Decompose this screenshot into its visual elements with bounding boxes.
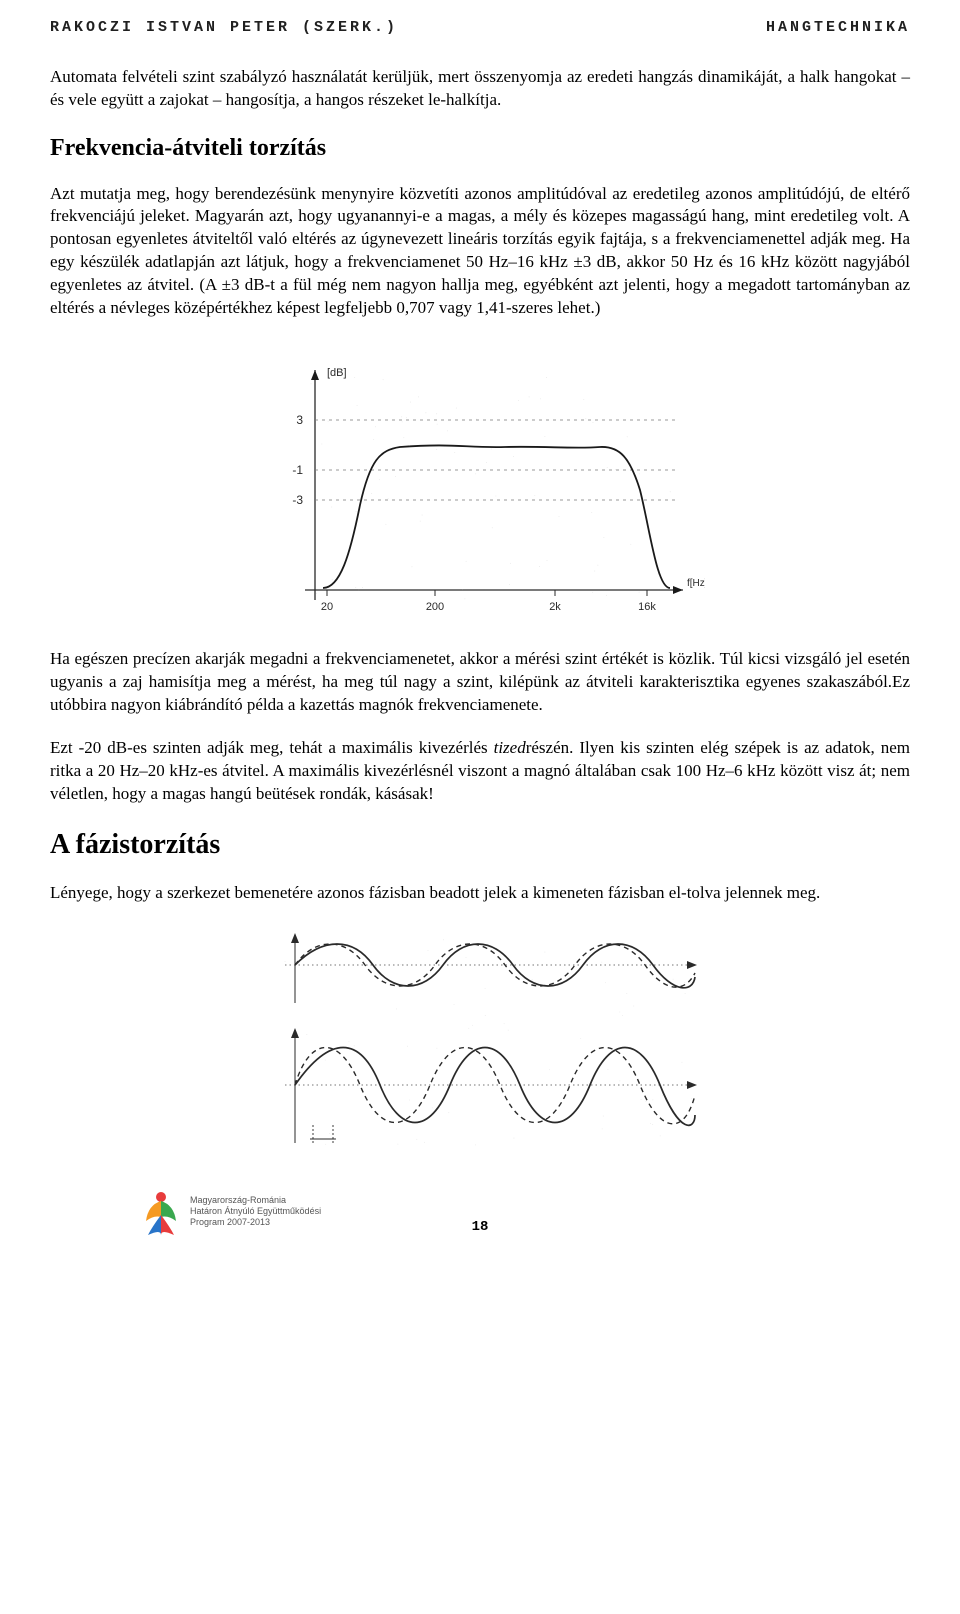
cooperation-logo-icon: [140, 1187, 182, 1237]
footer-line-2: Határon Átnyúló Együttműködési: [190, 1206, 321, 1217]
para-frequency-explain: Azt mutatja meg, hogy berendezésünk meny…: [50, 183, 910, 321]
page-footer: Magyarország-Románia Határon Átnyúló Egy…: [50, 1173, 910, 1237]
p4-part-a: Ezt -20 dB-es szinten adják meg, tehát a…: [50, 738, 494, 757]
para-intro: Automata felvételi szint szabályzó haszn…: [50, 66, 910, 112]
svg-text:-1: -1: [292, 463, 303, 477]
phase-wave-chart: [255, 925, 705, 1155]
svg-text:16k: 16k: [638, 601, 656, 613]
svg-text:f[Hz]: f[Hz]: [687, 578, 705, 589]
para-cassette-example: Ezt -20 dB-es szinten adják meg, tehát a…: [50, 737, 910, 806]
p4-italic: tized: [494, 738, 526, 757]
para-phase-distortion: Lényege, hogy a szerkezet bemenetére azo…: [50, 882, 910, 905]
footer-line-3: Program 2007-2013: [190, 1217, 321, 1228]
svg-text:20: 20: [321, 601, 333, 613]
heading-phase-distortion: A fázistorzítás: [50, 826, 910, 864]
frequency-response-chart: 3 -1 -3 [dB] 20 200 2k 16k f[Hz]: [255, 340, 705, 630]
svg-text:200: 200: [426, 601, 444, 613]
footer-program-logo: Magyarország-Románia Határon Átnyúló Egy…: [140, 1187, 321, 1237]
page-number: 18: [472, 1218, 489, 1237]
para-precise-measurement: Ha egészen precízen akarják megadni a fr…: [50, 648, 910, 717]
svg-text:-3: -3: [292, 493, 303, 507]
footer-program-text: Magyarország-Románia Határon Átnyúló Egy…: [190, 1195, 321, 1227]
page-header: RAKOCZI ISTVAN PETER (SZERK.) HANGTECHNI…: [50, 0, 910, 66]
svg-text:3: 3: [296, 413, 303, 427]
svg-text:[dB]: [dB]: [327, 367, 347, 379]
svg-text:2k: 2k: [549, 601, 561, 613]
heading-frequency-distortion: Frekvencia-átviteli torzítás: [50, 132, 910, 164]
figure-phase-waves: [50, 925, 910, 1155]
header-left: RAKOCZI ISTVAN PETER (SZERK.): [50, 18, 398, 38]
figure-frequency-response: 3 -1 -3 [dB] 20 200 2k 16k f[Hz]: [50, 340, 910, 630]
footer-line-1: Magyarország-Románia: [190, 1195, 321, 1206]
header-right: HANGTECHNIKA: [766, 18, 910, 38]
